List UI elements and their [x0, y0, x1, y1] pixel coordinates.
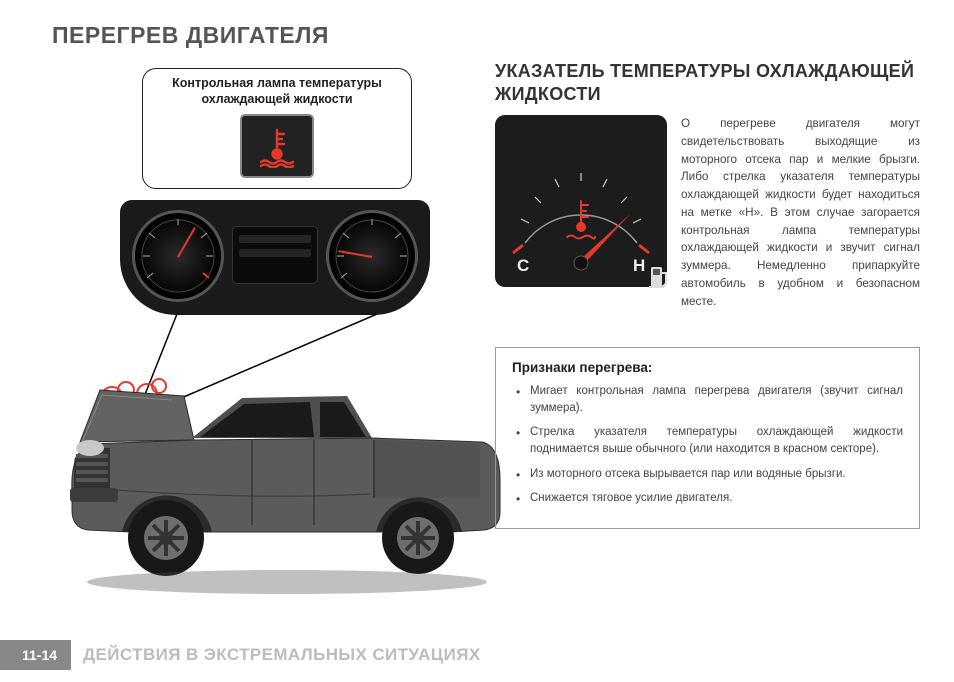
section-title: УКАЗАТЕЛЬ ТЕМПЕРАТУРЫ ОХЛАЖДАЮЩЕЙ ЖИДКОС…: [495, 60, 920, 105]
coolant-temp-gauge-illustration: C H: [495, 115, 667, 287]
page-number: 11-14: [0, 640, 71, 670]
list-item: Из моторного отсека вырывается пар или в…: [516, 466, 903, 483]
callout-label: Контрольная лампа температуры охлаждающе…: [151, 75, 403, 108]
gauge-hot-label: H: [633, 256, 645, 275]
vehicle-illustration: [52, 360, 507, 605]
list-item: Мигает контрольная лампа перегрева двига…: [516, 383, 903, 418]
illustration-column: Контрольная лампа температуры охлаждающе…: [52, 68, 472, 608]
temp-warning-icon: [240, 114, 314, 178]
gauge-row: C H: [495, 115, 920, 311]
list-item: Стрелка указателя температуры охлаждающе…: [516, 424, 903, 459]
footer-chapter-title: ДЕЙСТВИЯ В ЭКСТРЕМАЛЬНЫХ СИТУАЦИЯХ: [83, 645, 481, 665]
fuel-pump-icon: [649, 261, 669, 289]
dashboard-cluster-illustration: [120, 200, 430, 315]
speedometer-gauge-icon: [326, 210, 418, 302]
warning-lamp-callout: Контрольная лампа температуры охлаждающе…: [142, 68, 412, 189]
symptoms-list: Мигает контрольная лампа перегрева двига…: [512, 383, 903, 508]
section-paragraph: О перегреве двигателя могут свидетельств…: [681, 115, 920, 311]
page-footer: 11-14 ДЕЙСТВИЯ В ЭКСТРЕМАЛЬНЫХ СИТУАЦИЯХ: [0, 640, 954, 670]
content-column: УКАЗАТЕЛЬ ТЕМПЕРАТУРЫ ОХЛАЖДАЮЩЕЙ ЖИДКОС…: [495, 60, 920, 529]
dashboard-lcd-icon: [232, 226, 318, 284]
tachometer-gauge-icon: [132, 210, 224, 302]
overheat-symptoms-box: Признаки перегрева: Мигает контрольная л…: [495, 347, 920, 530]
gauge-cold-label: C: [517, 256, 529, 275]
page-title: ПЕРЕГРЕВ ДВИГАТЕЛЯ: [52, 22, 329, 49]
list-item: Снижается тяговое усилие двигателя.: [516, 490, 903, 507]
info-box-title: Признаки перегрева:: [512, 360, 903, 375]
